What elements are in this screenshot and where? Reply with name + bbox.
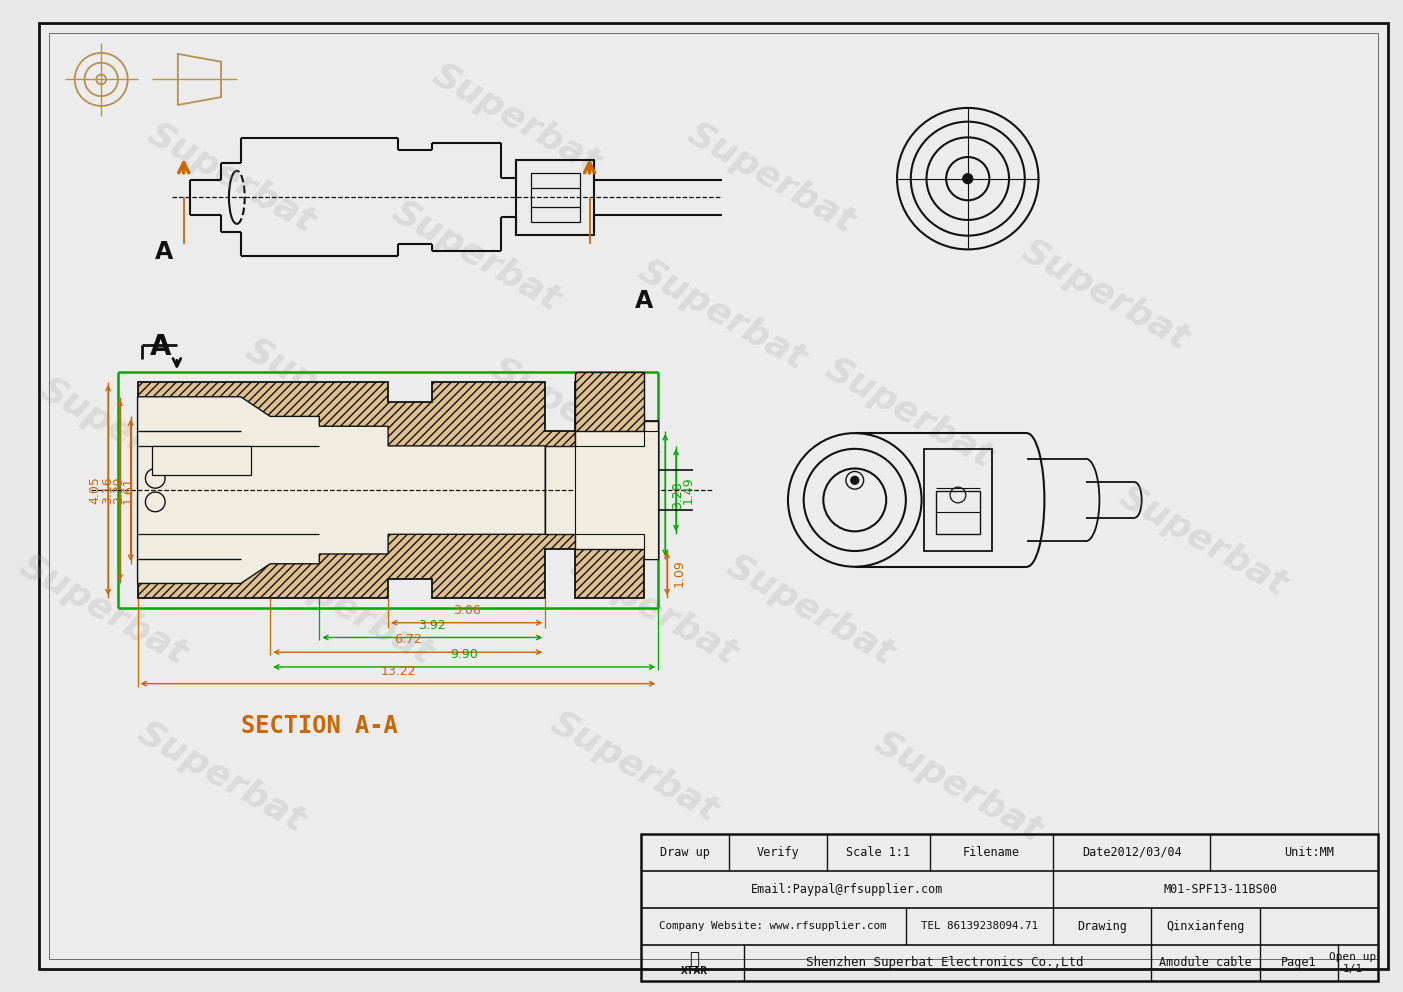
Text: Superbat: Superbat [633,254,812,377]
Text: 3.92: 3.92 [418,619,446,632]
Circle shape [850,476,859,484]
Polygon shape [137,397,546,583]
Text: Superbat: Superbat [132,715,311,838]
Polygon shape [575,432,658,558]
Text: Date2012/03/04: Date2012/03/04 [1082,846,1181,859]
Text: Amodule cable: Amodule cable [1159,956,1251,969]
Text: 3.16: 3.16 [101,476,114,504]
Text: Superbat: Superbat [819,352,999,475]
Text: Superbat: Superbat [14,549,192,672]
Text: Verify: Verify [756,846,800,859]
Text: XTAR: XTAR [680,966,709,976]
Text: SECTION A-A: SECTION A-A [241,714,397,738]
Text: Shenzhen Superbat Electronics Co.,Ltd: Shenzhen Superbat Electronics Co.,Ltd [807,956,1085,969]
Text: A: A [634,290,652,313]
Text: Qinxianfeng: Qinxianfeng [1166,920,1244,932]
Bar [516,160,595,235]
Text: 1.61: 1.61 [122,476,135,504]
Text: Superbat: Superbat [1016,234,1195,357]
Text: Open up
1/1: Open up 1/1 [1329,952,1376,974]
Text: Superbat: Superbat [387,194,567,317]
Text: Superbat: Superbat [142,116,321,239]
Text: TEL 86139238094.71: TEL 86139238094.71 [920,922,1038,931]
Text: Superbat: Superbat [564,549,744,672]
Text: Superbat: Superbat [260,549,439,672]
Text: 1.09: 1.09 [673,559,686,587]
Text: 4.05: 4.05 [88,476,101,504]
Text: Superbat: Superbat [721,549,901,672]
Text: 3.28: 3.28 [671,481,685,509]
Text: Superbat: Superbat [240,332,419,455]
Text: Scale 1:1: Scale 1:1 [846,846,911,859]
Text: Superbat: Superbat [427,58,606,181]
Text: Company Website: www.rfsupplier.com: Company Website: www.rfsupplier.com [659,922,887,931]
Text: 3.06: 3.06 [453,604,481,617]
Text: Drawing: Drawing [1078,920,1127,932]
Polygon shape [546,422,658,558]
Bar [575,372,644,450]
Bar [923,448,992,551]
Text: A: A [149,332,171,360]
Text: M01-SPF13-11BS00: M01-SPF13-11BS00 [1163,883,1277,896]
Text: Superbat: Superbat [485,352,665,475]
Text: Superbat: Superbat [544,705,724,828]
Text: Filename: Filename [962,846,1020,859]
Text: 9.90: 9.90 [450,648,478,661]
Text: Ⓧ: Ⓧ [690,950,700,968]
Text: Superbat: Superbat [682,116,861,239]
Polygon shape [137,382,658,598]
Bar [936,491,979,535]
Text: Unit:MM: Unit:MM [1284,846,1334,859]
Text: 2.39: 2.39 [112,476,125,504]
Text: Email:Paypal@rfsupplier.com: Email:Paypal@rfsupplier.com [751,883,943,896]
Text: Page1: Page1 [1281,956,1316,969]
Text: 1.49: 1.49 [682,476,694,504]
Text: 6.72: 6.72 [394,633,422,647]
Circle shape [962,174,972,184]
Text: Superbat: Superbat [868,725,1048,848]
Bar [641,834,1378,981]
Bar [153,445,251,475]
Text: A: A [154,240,173,264]
Bar [530,173,579,222]
Text: Draw up: Draw up [659,846,710,859]
Text: 13.22: 13.22 [380,665,415,678]
Text: Superbat: Superbat [1114,479,1294,603]
Text: Superbat: Superbat [34,372,212,495]
